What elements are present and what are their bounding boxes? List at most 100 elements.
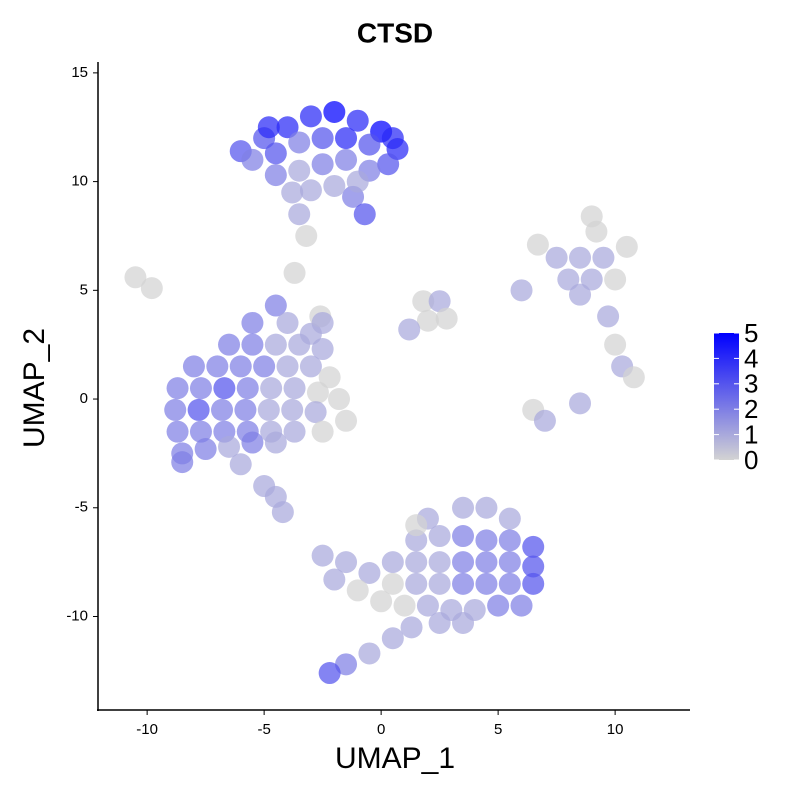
cell-point xyxy=(580,205,603,228)
cell-point xyxy=(452,612,475,635)
cell-point xyxy=(295,224,318,247)
cell-point xyxy=(182,355,205,378)
cell-point xyxy=(281,398,304,421)
cell-point xyxy=(236,377,259,400)
cell-point xyxy=(234,398,257,421)
cell-point xyxy=(475,551,498,574)
cell-point xyxy=(475,572,498,595)
cell-point xyxy=(569,246,592,269)
cell-point xyxy=(213,377,236,400)
cell-point xyxy=(435,307,458,330)
cell-point xyxy=(288,131,311,154)
cell-point xyxy=(580,268,603,291)
cell-point xyxy=(304,401,327,424)
cell-point xyxy=(229,453,252,476)
cell-point xyxy=(323,174,346,197)
chart-title: CTSD xyxy=(357,17,433,48)
cell-point xyxy=(510,279,533,302)
x-axis-label: UMAP_1 xyxy=(335,742,455,775)
cell-point xyxy=(358,133,381,156)
cell-point xyxy=(533,409,556,432)
cell-point xyxy=(498,572,521,595)
cell-point xyxy=(140,277,163,300)
cell-point xyxy=(452,572,475,595)
cell-point xyxy=(428,551,451,574)
cell-point xyxy=(194,438,217,461)
cell-point xyxy=(299,105,322,128)
cell-point xyxy=(328,388,351,411)
cell-point xyxy=(597,305,620,328)
cell-point xyxy=(428,572,451,595)
cell-point xyxy=(405,514,428,537)
cell-point xyxy=(311,544,334,567)
cell-point xyxy=(428,290,451,313)
x-tick-label: 0 xyxy=(377,721,385,738)
cell-point xyxy=(452,551,475,574)
cell-point xyxy=(405,551,428,574)
cell-point xyxy=(241,431,264,454)
cell-point xyxy=(393,594,416,617)
cell-point xyxy=(218,435,241,458)
colorbar-tick-label: 2 xyxy=(744,394,758,424)
cell-point xyxy=(189,377,212,400)
cell-point xyxy=(318,366,341,389)
cell-point xyxy=(370,590,393,613)
cell-point xyxy=(428,612,451,635)
colorbar-tick-label: 5 xyxy=(744,318,758,348)
cell-point xyxy=(311,127,334,150)
cell-point xyxy=(353,203,376,226)
cell-point xyxy=(211,398,234,421)
cell-point xyxy=(604,333,627,356)
y-tick-label: 15 xyxy=(71,64,88,81)
cell-point xyxy=(276,116,299,139)
cell-point xyxy=(335,409,358,432)
colorbar-tick-label: 4 xyxy=(744,343,758,373)
cell-point xyxy=(358,562,381,585)
cell-point xyxy=(264,164,287,187)
cell-point xyxy=(311,311,334,334)
cell-point xyxy=(283,261,306,284)
cell-point xyxy=(241,333,264,356)
cell-point xyxy=(526,233,549,256)
cell-point xyxy=(288,333,311,356)
cell-point xyxy=(323,568,346,591)
y-tick-label: -10 xyxy=(66,607,88,624)
cell-point xyxy=(264,431,287,454)
x-tick-label: -10 xyxy=(136,721,158,738)
cell-point xyxy=(335,551,358,574)
colorbar-tick-label: 0 xyxy=(744,445,758,475)
colorbar-tick-label: 3 xyxy=(744,369,758,399)
cell-point xyxy=(498,507,521,530)
cell-point xyxy=(416,309,439,332)
cell-point xyxy=(276,355,299,378)
cell-point xyxy=(257,116,280,139)
y-tick-label: 5 xyxy=(80,281,88,298)
cell-point xyxy=(487,594,510,617)
y-tick-label: 10 xyxy=(71,173,88,190)
cell-point xyxy=(288,159,311,182)
cell-point xyxy=(569,283,592,306)
cell-point xyxy=(335,148,358,171)
colorbar xyxy=(714,333,739,460)
cell-point xyxy=(428,525,451,548)
cell-point xyxy=(218,333,241,356)
cell-point xyxy=(498,529,521,552)
cell-point xyxy=(452,496,475,519)
cell-point xyxy=(311,153,334,176)
cell-point xyxy=(311,420,334,443)
cell-point xyxy=(166,420,189,443)
x-tick-label: 5 xyxy=(494,721,502,738)
cell-point xyxy=(569,392,592,415)
cell-point xyxy=(241,148,264,171)
cell-point xyxy=(405,529,428,552)
cell-point xyxy=(206,355,229,378)
cell-point xyxy=(288,203,311,226)
cell-point xyxy=(522,572,545,595)
cell-point xyxy=(281,181,304,204)
colorbar-tick-label: 1 xyxy=(744,419,758,449)
cell-point xyxy=(299,355,322,378)
cell-point xyxy=(475,496,498,519)
cell-point xyxy=(522,535,545,558)
cell-point xyxy=(398,318,421,341)
cell-point xyxy=(498,551,521,574)
